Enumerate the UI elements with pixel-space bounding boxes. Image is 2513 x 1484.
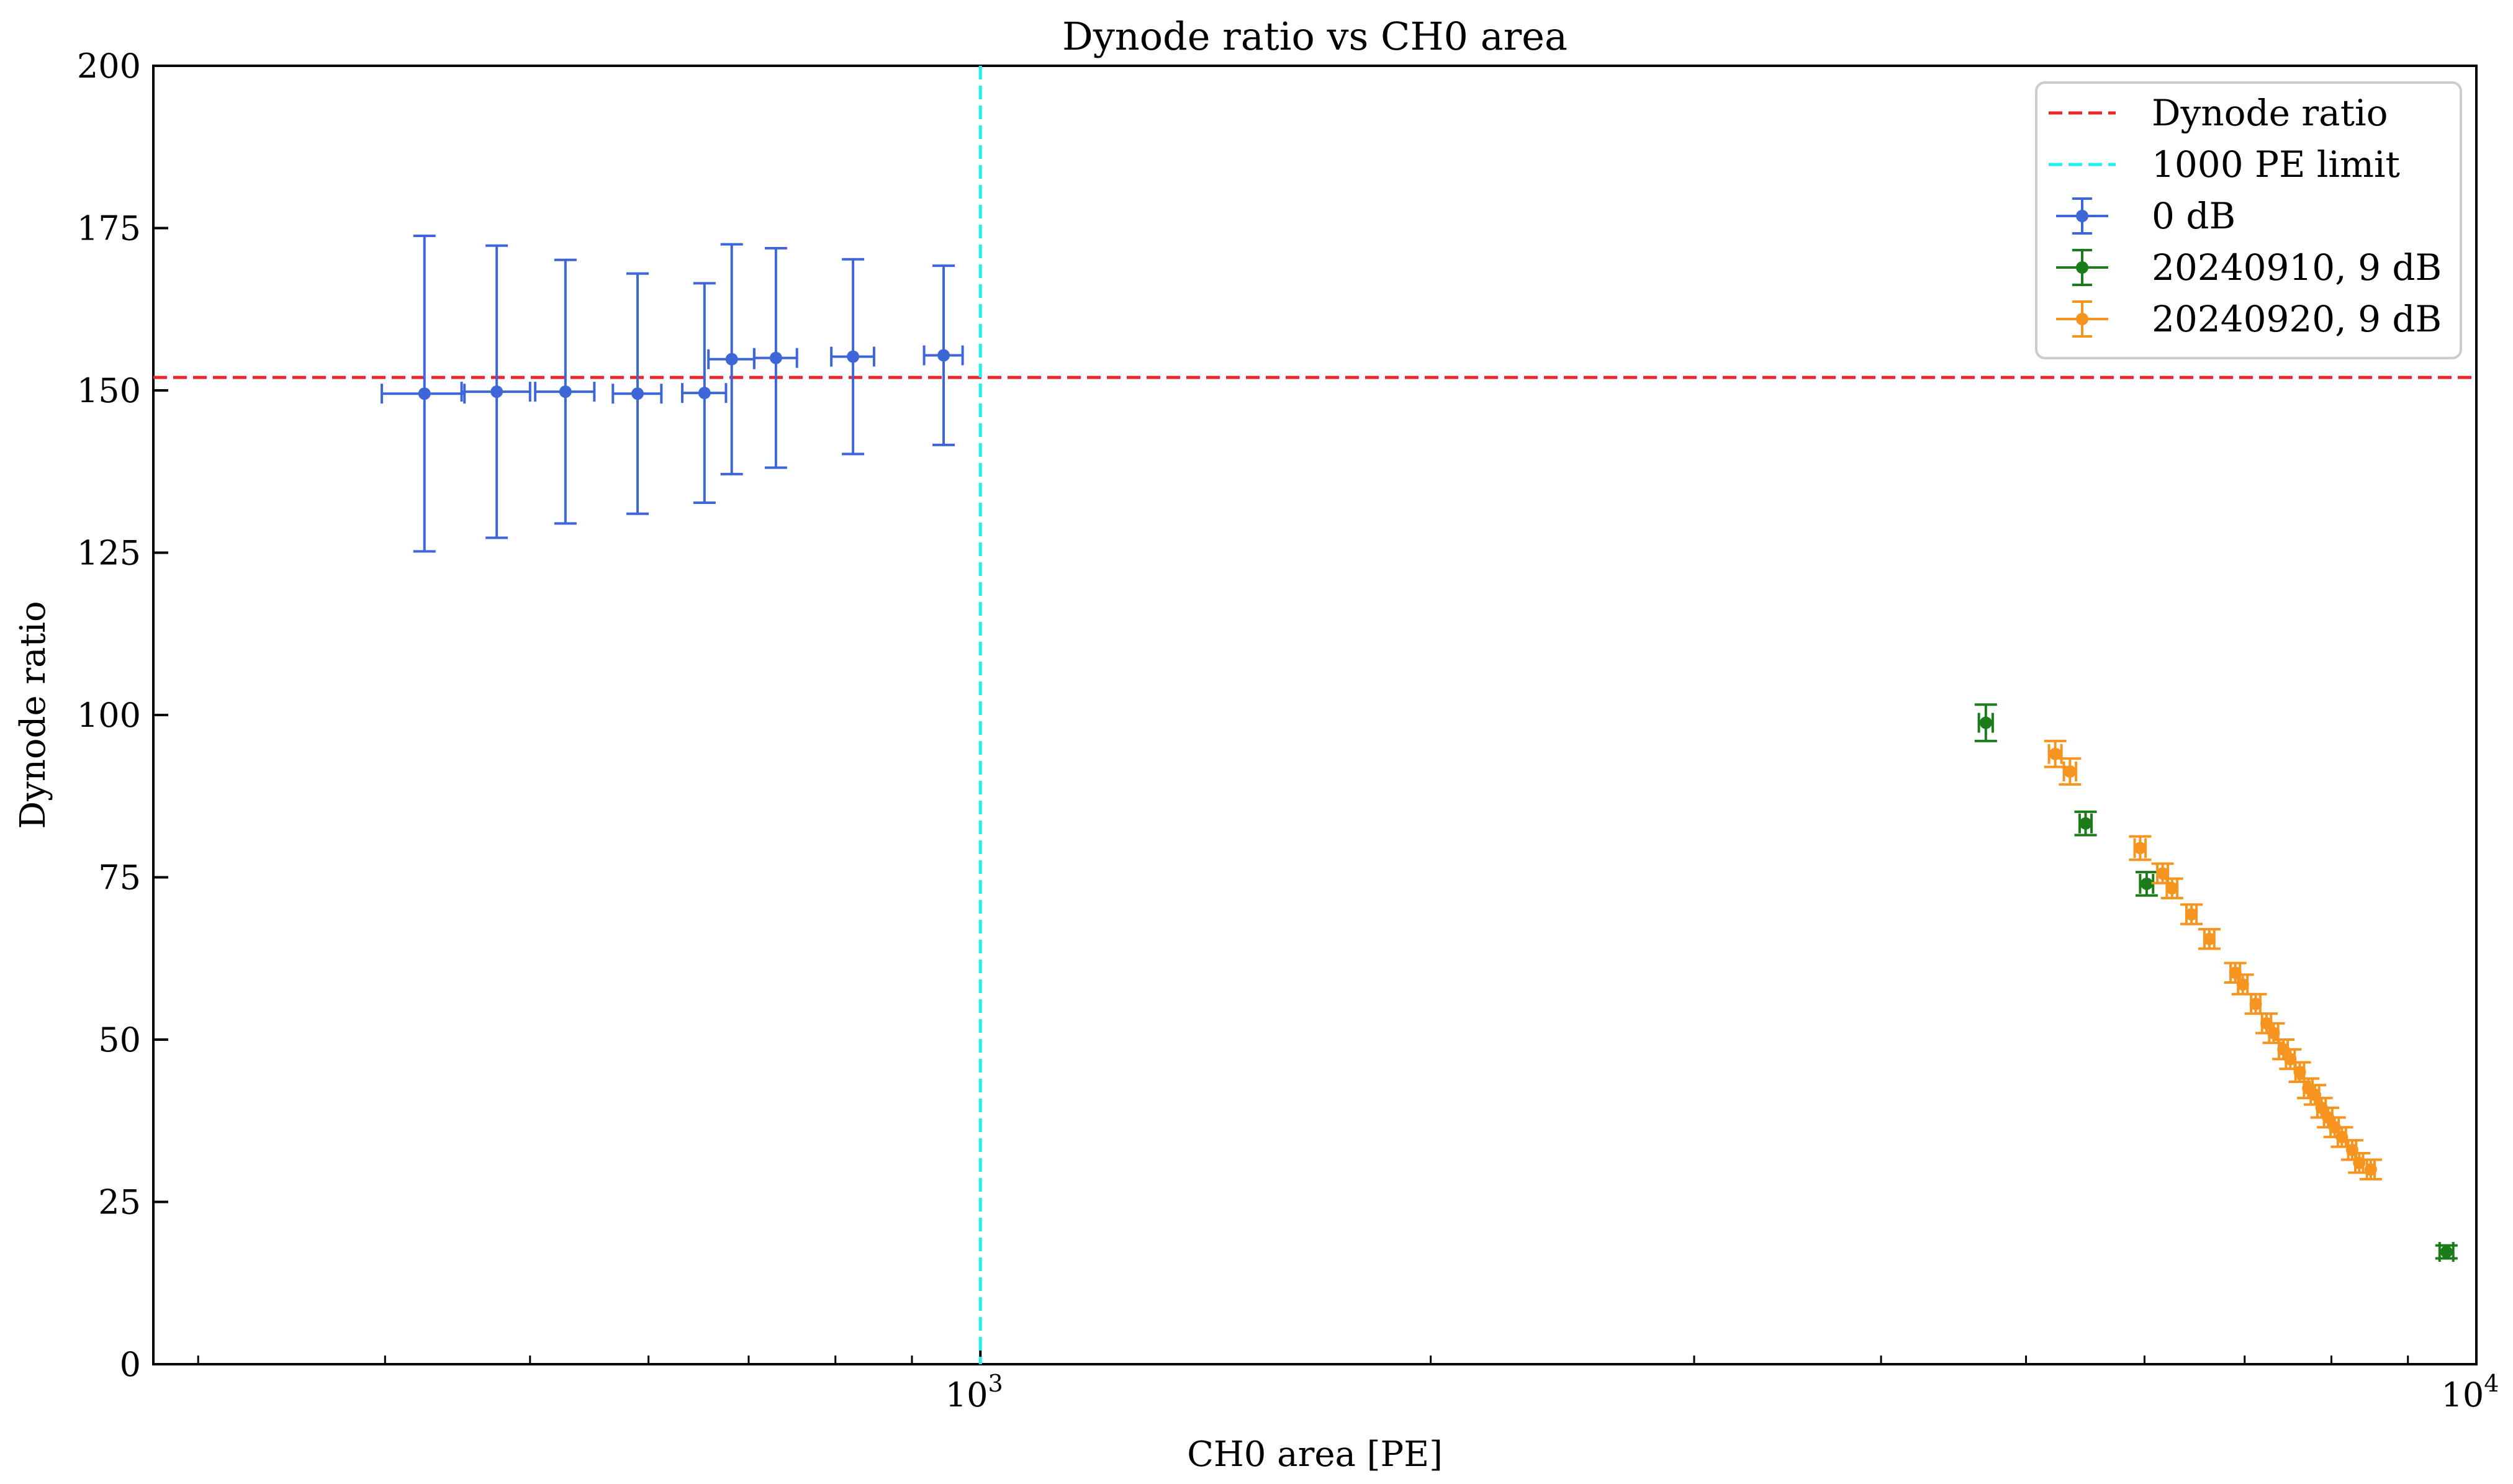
legend-label: 0 dB <box>2152 195 2236 237</box>
data-point <box>2129 835 2152 861</box>
data-marker <box>559 385 572 398</box>
data-point <box>2180 903 2203 925</box>
data-marker <box>1979 716 1992 729</box>
data-marker <box>2079 817 2092 830</box>
data-point <box>2359 1158 2382 1180</box>
data-marker <box>769 351 782 364</box>
data-point <box>2151 862 2174 884</box>
chart-title: Dynode ratio vs CH0 area <box>1062 14 1568 59</box>
data-point <box>381 235 466 553</box>
data-marker <box>2049 747 2062 760</box>
legend-item: 0 dB <box>2056 195 2236 237</box>
data-point <box>2231 973 2254 996</box>
data-point <box>2198 928 2221 950</box>
data-marker <box>698 387 711 400</box>
data-point <box>923 264 964 446</box>
data-point <box>534 258 596 525</box>
data-marker <box>725 353 738 366</box>
data-marker <box>2249 997 2262 1010</box>
legend-label: 1000 PE limit <box>2152 143 2400 186</box>
data-marker <box>2185 908 2198 921</box>
data-marker <box>418 387 431 400</box>
y-axis-label: Dynode ratio <box>13 601 53 829</box>
legend-marker <box>2076 210 2088 222</box>
legend-label: 20240910, 9 dB <box>2152 246 2442 289</box>
x-axis-label: CH0 area [PE] <box>1187 1434 1443 1475</box>
y-tick-label: 125 <box>77 534 141 573</box>
data-point <box>1974 703 1997 742</box>
legend-marker <box>2076 313 2088 325</box>
data-marker <box>2267 1027 2280 1040</box>
data-point <box>2135 871 2158 897</box>
legend-item: 20240920, 9 dB <box>2056 298 2442 340</box>
series-2 <box>2044 739 2382 1180</box>
data-point <box>2160 877 2183 899</box>
series-0 <box>381 235 964 553</box>
data-point <box>2074 810 2097 837</box>
x-tick-base: 10 <box>945 1375 988 1414</box>
data-marker <box>2293 1066 2306 1079</box>
data-point <box>2435 1242 2458 1262</box>
x-tick-exponent: 3 <box>988 1370 1003 1397</box>
data-point <box>460 244 531 539</box>
data-point <box>2059 757 2082 786</box>
data-point <box>2044 739 2067 768</box>
legend-label: Dynode ratio <box>2152 92 2388 134</box>
legend-box <box>2035 81 2462 359</box>
legend-items: Dynode ratio 1000 PE limit 0 dB 20240910, 9… <box>2049 92 2442 340</box>
data-marker <box>847 350 860 363</box>
data-point <box>680 282 728 504</box>
x-tick-base: 10 <box>2442 1375 2484 1414</box>
y-tick-label: 50 <box>98 1020 141 1059</box>
data-marker <box>2440 1246 2453 1259</box>
data-marker <box>2140 877 2153 890</box>
legend: Dynode ratio 1000 PE limit 0 dB 20240910, 9… <box>2035 81 2462 359</box>
data-point <box>2244 992 2267 1015</box>
y-tick-label: 200 <box>77 47 141 86</box>
data-marker <box>2236 978 2249 991</box>
data-marker <box>2064 765 2077 778</box>
legend-item: 1000 PE limit <box>2049 143 2400 186</box>
y-tick-label: 75 <box>98 858 141 897</box>
y-tick-label: 150 <box>77 371 141 410</box>
data-marker <box>2364 1163 2377 1176</box>
data-point <box>752 246 798 469</box>
data-point <box>611 272 663 515</box>
x-tick-exponent: 4 <box>2484 1370 2499 1397</box>
y-tick-label: 25 <box>98 1183 141 1222</box>
data-marker <box>2229 966 2242 979</box>
data-point <box>830 258 875 456</box>
y-tick-label: 0 <box>120 1345 141 1384</box>
legend-marker <box>2076 261 2088 274</box>
data-marker <box>2203 932 2216 945</box>
data-marker <box>937 349 950 362</box>
y-tick-label: 100 <box>77 696 141 735</box>
data-marker <box>631 387 644 400</box>
data-marker <box>2156 867 2169 880</box>
legend-item: Dynode ratio <box>2049 92 2388 134</box>
y-tick-label: 175 <box>77 209 141 248</box>
x-tick-label: 104 <box>2442 1370 2499 1414</box>
data-point <box>707 243 756 475</box>
legend-item: 20240910, 9 dB <box>2056 246 2442 289</box>
data-marker <box>2165 882 2178 895</box>
legend-label: 20240920, 9 dB <box>2152 298 2442 340</box>
data-marker <box>490 385 503 398</box>
data-marker <box>2134 842 2147 855</box>
series-1 <box>1974 703 2458 1262</box>
x-tick-label: 103 <box>945 1370 1003 1414</box>
